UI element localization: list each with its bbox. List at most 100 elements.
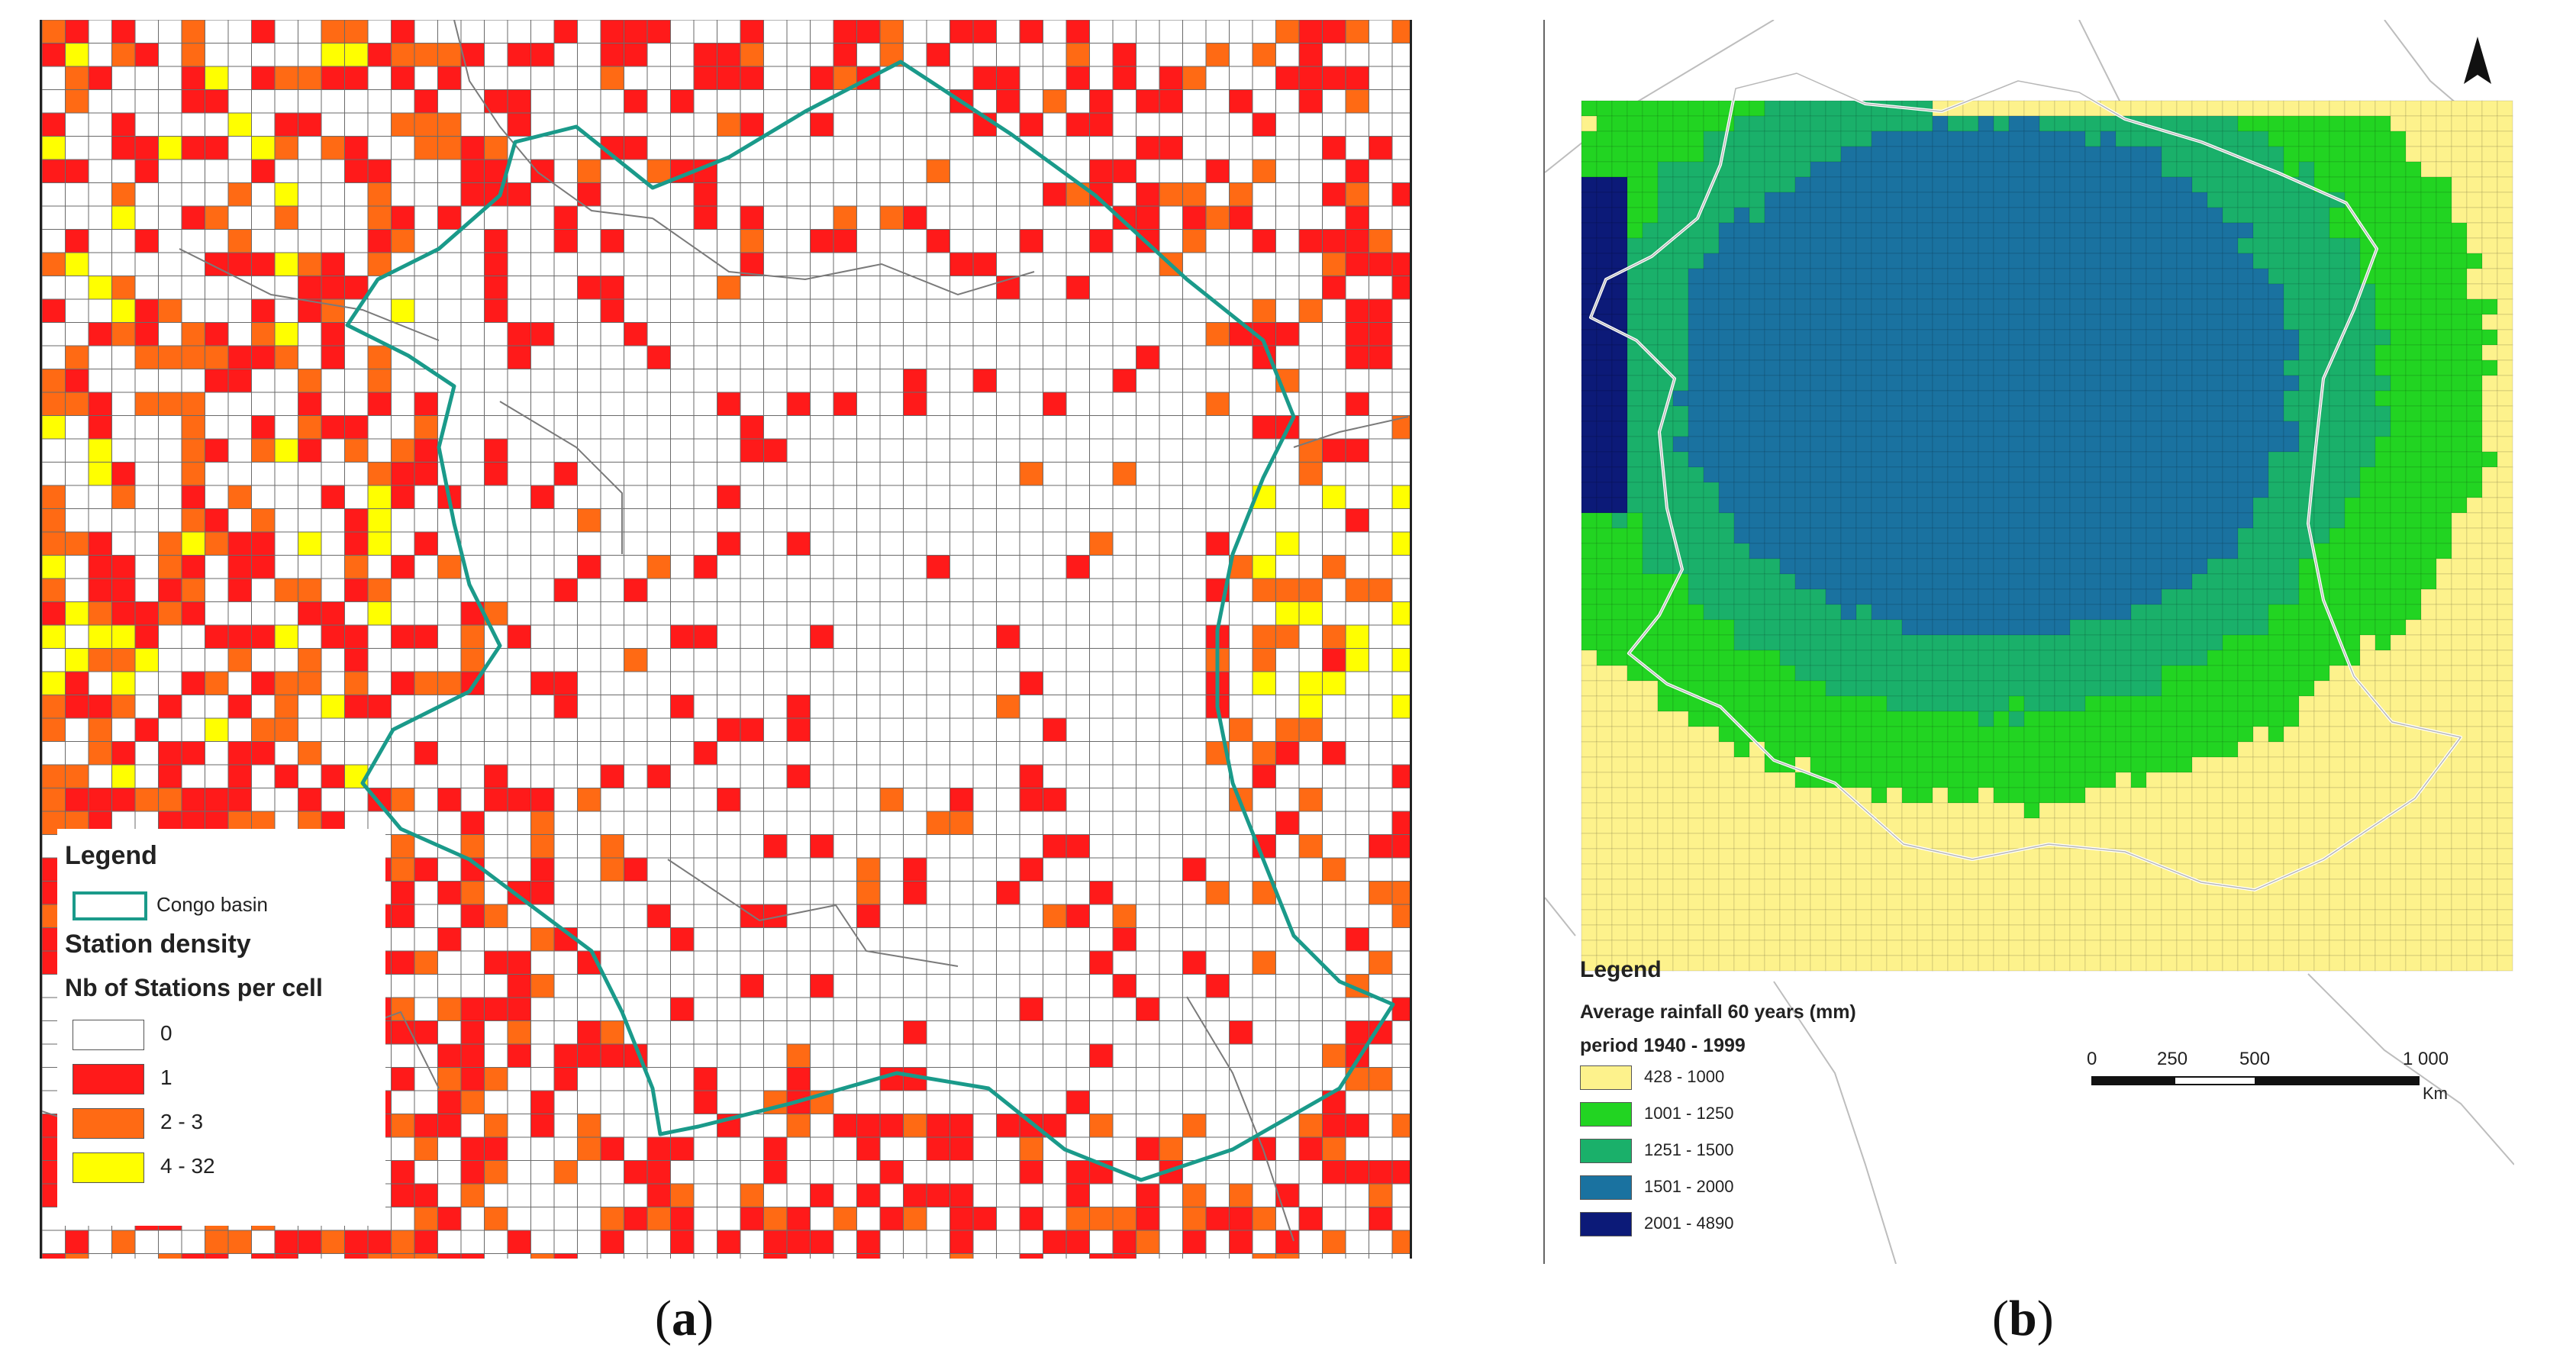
rainfall-cell bbox=[2069, 131, 2086, 147]
grid-cell bbox=[600, 927, 624, 952]
grid-cell bbox=[1019, 1020, 1043, 1045]
grid-cell bbox=[996, 695, 1020, 719]
rainfall-cell bbox=[2390, 344, 2407, 361]
rainfall-cell bbox=[2176, 375, 2193, 392]
grid-cell bbox=[833, 601, 857, 626]
rainfall-cell bbox=[2451, 283, 2468, 300]
grid-cell bbox=[1229, 229, 1253, 253]
rainfall-cell bbox=[2161, 527, 2178, 544]
rainfall-cell bbox=[2222, 298, 2239, 315]
grid-cell bbox=[763, 508, 788, 533]
grid-cell bbox=[926, 904, 950, 928]
grid-cell bbox=[786, 43, 811, 67]
rainfall-cell bbox=[1825, 390, 1842, 407]
grid-cell bbox=[646, 717, 671, 742]
rainfall-cell bbox=[1764, 405, 1781, 422]
grid-cell bbox=[1159, 974, 1183, 998]
grid-cell bbox=[1275, 788, 1300, 812]
grid-cell bbox=[484, 671, 508, 695]
grid-cell bbox=[1345, 578, 1369, 602]
rainfall-cell bbox=[1703, 512, 1720, 529]
grid-cell bbox=[530, 741, 555, 766]
rainfall-cell bbox=[1810, 390, 1826, 407]
rainfall-cell bbox=[2374, 253, 2391, 269]
grid-cell bbox=[111, 276, 136, 300]
grid-cell bbox=[274, 66, 298, 90]
rainfall-cell bbox=[1688, 512, 1704, 529]
rainfall-cell bbox=[1886, 436, 1903, 453]
grid-cell bbox=[1345, 764, 1369, 788]
grid-cell bbox=[1369, 392, 1393, 416]
rainfall-cell bbox=[1825, 405, 1842, 422]
grid-cell bbox=[227, 438, 252, 463]
grid-cell bbox=[251, 508, 276, 533]
rainfall-cell bbox=[1642, 146, 1659, 163]
grid-cell bbox=[484, 369, 508, 393]
grid-cell bbox=[1369, 531, 1393, 556]
grid-cell bbox=[1252, 671, 1276, 695]
grid-cell bbox=[1066, 648, 1090, 672]
grid-cell bbox=[1182, 485, 1207, 509]
rainfall-cell bbox=[2405, 512, 2422, 529]
grid-cell bbox=[1345, 1020, 1369, 1045]
grid-cell bbox=[1275, 531, 1300, 556]
grid-cell bbox=[903, 136, 927, 160]
grid-cell bbox=[321, 462, 345, 486]
grid-cell bbox=[996, 438, 1020, 463]
grid-cell bbox=[227, 578, 252, 602]
rainfall-cell bbox=[1703, 146, 1720, 163]
grid-cell bbox=[740, 159, 764, 183]
grid-cell bbox=[1229, 1114, 1253, 1138]
rainfall-cell bbox=[1718, 314, 1735, 330]
rainfall-cell bbox=[2405, 482, 2422, 498]
rainfall-cell bbox=[2008, 512, 2025, 529]
grid-cell bbox=[1043, 276, 1067, 300]
rainfall-cell bbox=[2161, 405, 2178, 422]
rainfall-cell bbox=[2359, 298, 2376, 315]
grid-cell bbox=[810, 20, 834, 44]
grid-cell bbox=[600, 578, 624, 602]
grid-cell bbox=[460, 159, 485, 183]
grid-cell bbox=[42, 136, 66, 160]
grid-cell bbox=[926, 788, 950, 812]
rainfall-cell bbox=[2344, 405, 2361, 422]
rainfall-cell bbox=[2451, 405, 2468, 422]
grid-cell bbox=[717, 229, 741, 253]
rainfall-cell bbox=[2008, 207, 2025, 224]
grid-cell bbox=[1159, 717, 1183, 742]
grid-cell bbox=[786, 648, 811, 672]
rainfall-cell bbox=[1611, 359, 1628, 376]
grid-cell bbox=[1298, 112, 1323, 137]
grid-cell bbox=[624, 415, 648, 440]
grid-cell bbox=[1159, 508, 1183, 533]
rainfall-cell bbox=[2298, 222, 2315, 239]
rainfall-cell bbox=[1886, 207, 1903, 224]
grid-cell bbox=[1112, 717, 1136, 742]
grid-cell bbox=[553, 601, 578, 626]
grid-cell bbox=[1205, 205, 1230, 230]
rainfall-cell bbox=[1840, 451, 1857, 468]
grid-cell bbox=[624, 462, 648, 486]
grid-cell bbox=[646, 927, 671, 952]
grid-cell bbox=[1252, 741, 1276, 766]
grid-cell bbox=[926, 974, 950, 998]
grid-cell bbox=[484, 1114, 508, 1138]
grid-cell bbox=[65, 20, 89, 44]
grid-cell bbox=[298, 648, 322, 672]
rainfall-cell bbox=[1947, 176, 1964, 193]
rainfall-cell bbox=[1764, 207, 1781, 224]
rainfall-cell bbox=[1764, 161, 1781, 178]
rainfall-cell bbox=[1764, 100, 1781, 117]
rainfall-cell bbox=[1718, 421, 1735, 437]
grid-cell bbox=[42, 298, 66, 323]
rainfall-cell bbox=[2237, 390, 2254, 407]
rainfall-cell bbox=[1794, 359, 1811, 376]
grid-cell bbox=[717, 369, 741, 393]
grid-cell bbox=[577, 1020, 601, 1045]
rainfall-cell bbox=[2390, 421, 2407, 437]
grid-cell bbox=[1298, 601, 1323, 626]
grid-cell bbox=[926, 322, 950, 347]
grid-cell bbox=[1298, 462, 1323, 486]
grid-cell bbox=[740, 1207, 764, 1231]
grid-cell bbox=[879, 881, 904, 905]
